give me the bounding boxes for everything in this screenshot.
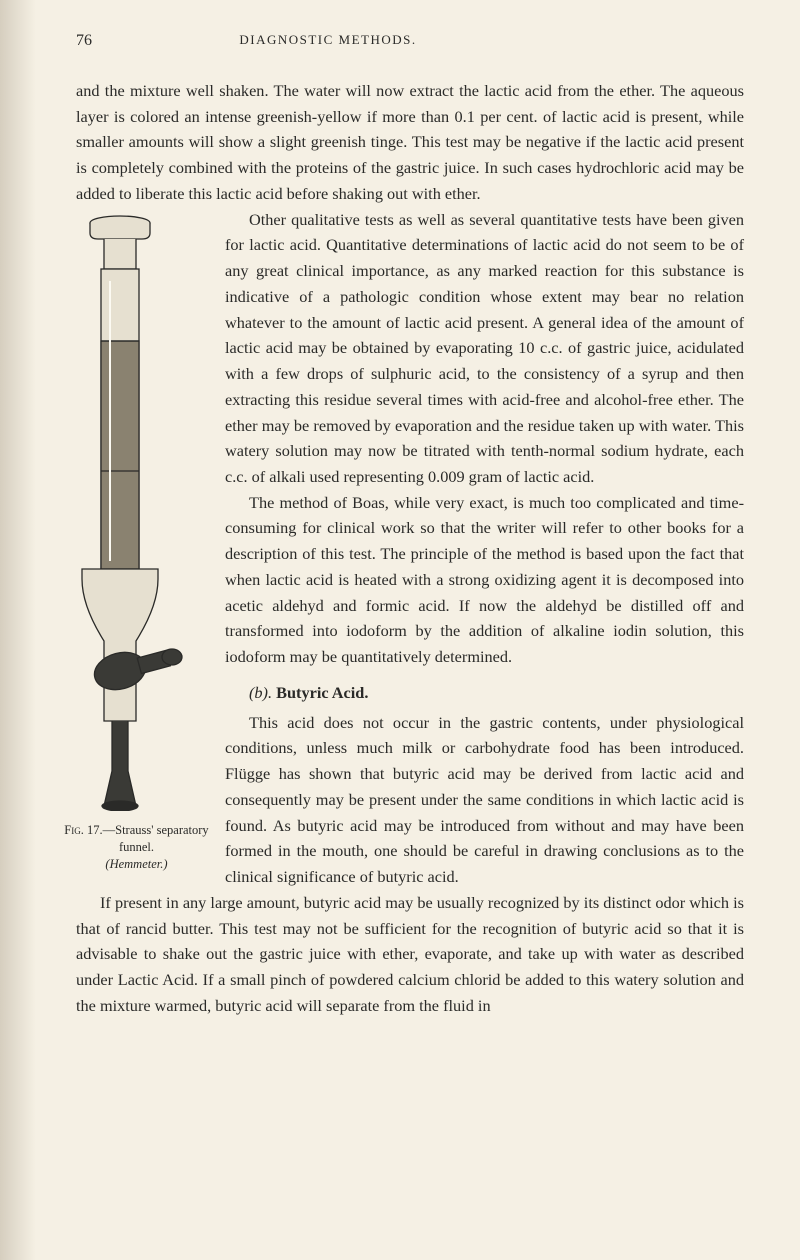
section-label: (b).: [249, 683, 272, 702]
body-text: and the mixture well shaken. The water w…: [76, 78, 744, 1018]
figure-caption-text: —Strauss' separatory funnel.: [103, 823, 209, 854]
paragraph-1: and the mixture well shaken. The water w…: [76, 78, 744, 207]
separatory-funnel-icon: [74, 211, 199, 811]
page-shadow: [0, 0, 36, 1260]
section-title: Butyric Acid.: [276, 683, 368, 702]
figure-caption: Fig. 17.—Strauss' separatory funnel. (He…: [64, 822, 209, 873]
figure-source: (Hemmeter.): [105, 857, 167, 871]
paragraph-5: If present in any large amount, butyric …: [76, 890, 744, 1019]
figure-label: Fig. 17.: [64, 823, 102, 837]
page-header: 76 DIAGNOSTIC METHODS.: [76, 32, 744, 50]
figure-17: Fig. 17.—Strauss' separatory funnel. (He…: [64, 211, 209, 873]
header-title: DIAGNOSTIC METHODS.: [239, 32, 416, 50]
page-number: 76: [76, 32, 92, 50]
